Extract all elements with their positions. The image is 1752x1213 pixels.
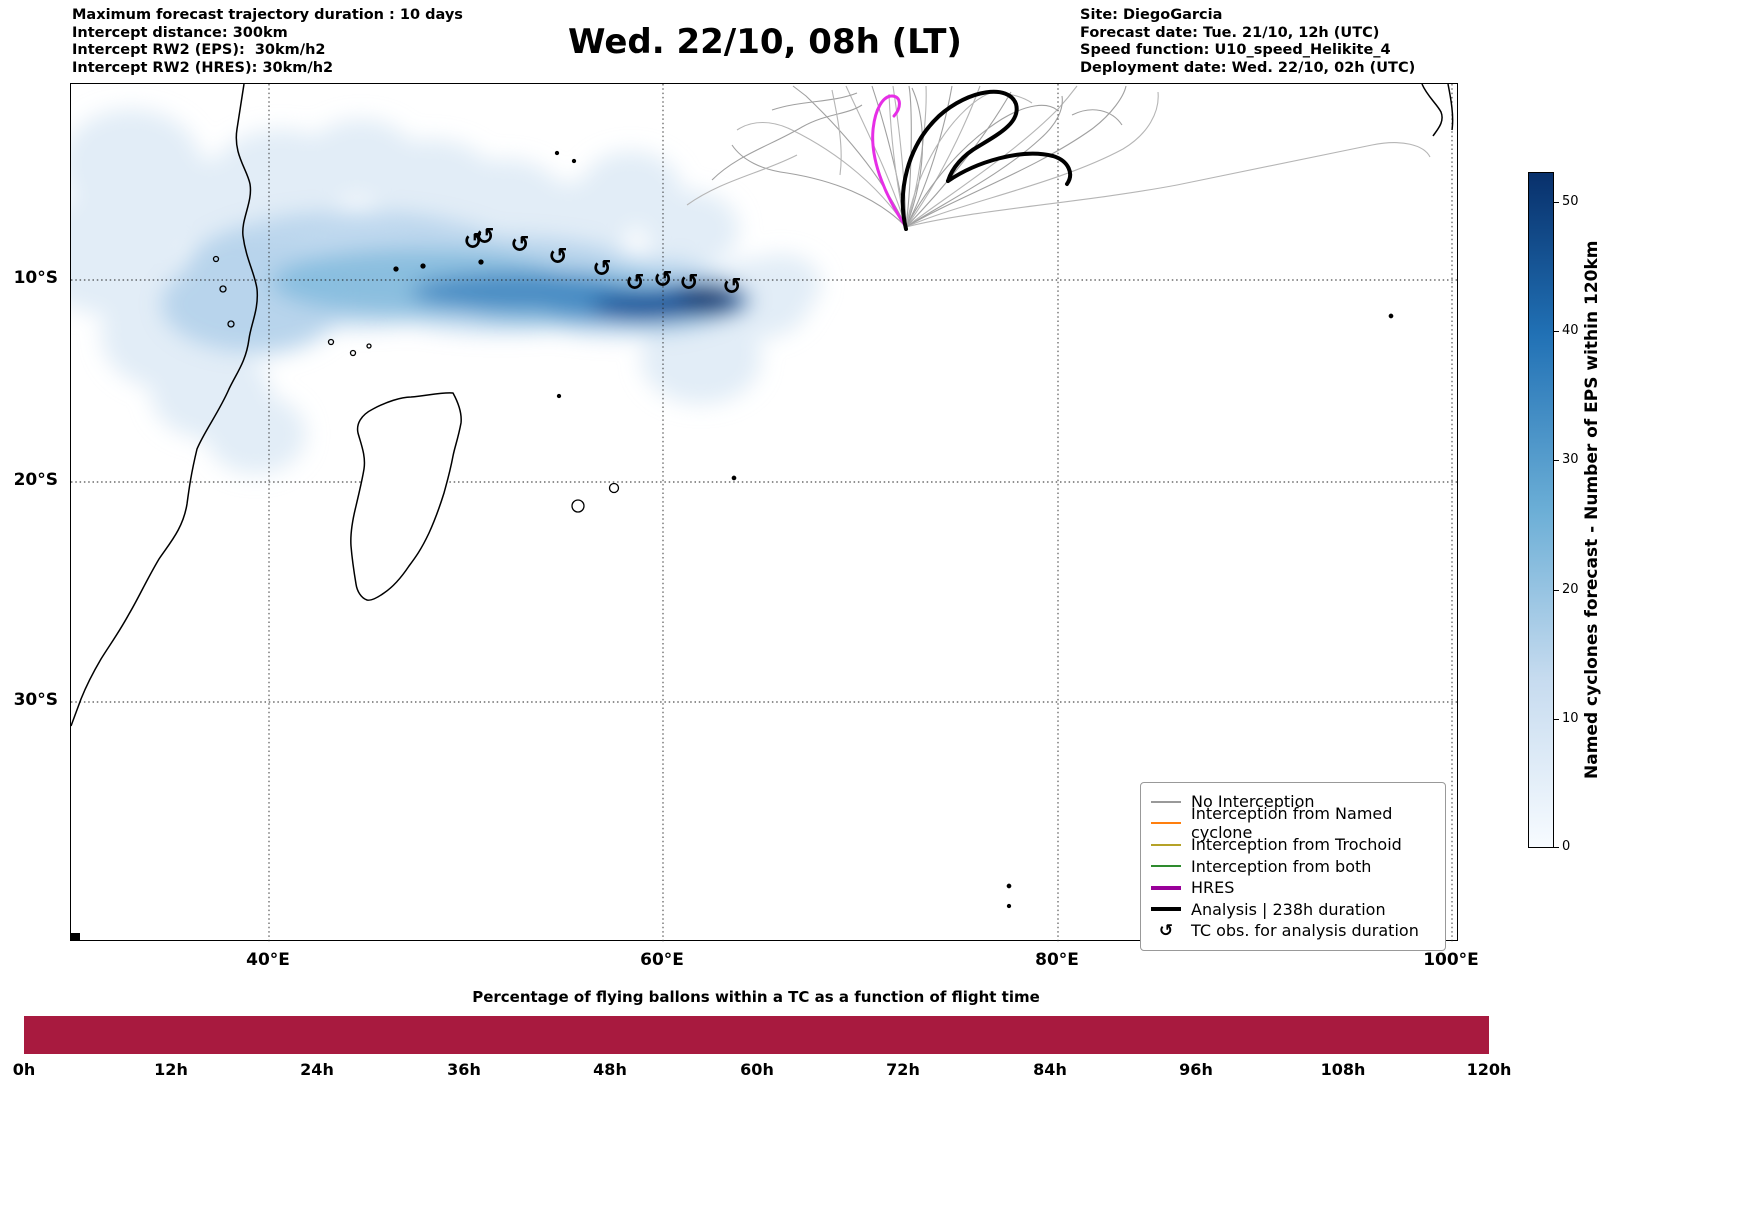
colorbar-tick — [1554, 590, 1559, 591]
gridlines — [71, 84, 1459, 942]
trochoid-line-swatch — [1151, 843, 1181, 846]
colorbar — [1528, 172, 1554, 848]
plot-title: Wed. 22/10, 08h (LT) — [568, 22, 962, 62]
info-forecast-date: Forecast date: Tue. 21/10, 12h (UTC) — [1080, 24, 1380, 41]
tc-obs-icon: ↺ — [679, 270, 698, 296]
info-speed-function: Speed function: U10_speed_Helikite_4 — [1080, 42, 1391, 58]
coastlines — [71, 84, 1454, 727]
no-interception-line-swatch — [1151, 800, 1181, 803]
tc-obs-icon: ↺ — [592, 256, 611, 282]
legend-item: ↺ TC obs. for analysis duration — [1151, 920, 1435, 942]
hres-line-swatch — [1151, 885, 1181, 890]
colorbar-tick — [1554, 331, 1559, 332]
colorbar-tick — [1554, 719, 1559, 720]
time-tick: 48h — [593, 1060, 627, 1079]
site-info: Site: DiegoGarcia Forecast date: Tue. 21… — [1080, 7, 1415, 77]
time-tick: 120h — [1466, 1060, 1512, 1079]
tc-obs-icon: ↺ — [475, 224, 494, 250]
legend-label: Interception from Trochoid — [1191, 835, 1402, 855]
tc-obs-icon: ↺ — [510, 232, 529, 258]
heatmap-layer — [71, 109, 821, 474]
colorbar-tick — [1554, 847, 1559, 848]
analysis-line-swatch — [1151, 907, 1181, 912]
colorbar-tick — [1554, 460, 1559, 461]
tc-obs-icon: ↺ — [548, 244, 567, 270]
param-rw2-eps: Intercept RW2 (EPS): 30km/h2 — [72, 42, 326, 58]
tc-obs-icon: ↺ — [625, 270, 644, 296]
time-tick: 108h — [1320, 1060, 1366, 1079]
legend: No Interception Interception from Named … — [1140, 782, 1446, 951]
named-cyclone-line-swatch — [1151, 822, 1181, 825]
time-tick: 36h — [447, 1060, 481, 1079]
legend-item: HRES — [1151, 877, 1435, 899]
legend-item: No Interception — [1151, 791, 1435, 813]
run-parameters: Maximum forecast trajectory duration : 1… — [72, 7, 463, 77]
tc-obs-icon: ↺ — [653, 267, 672, 293]
legend-item: Interception from both — [1151, 856, 1435, 878]
time-tick: 60h — [740, 1060, 774, 1079]
param-max-duration: Maximum forecast trajectory duration : 1… — [72, 7, 463, 23]
colorbar-tick-label: 0 — [1562, 839, 1571, 854]
analysis-track — [900, 89, 1073, 231]
colorbar-tick — [1554, 202, 1559, 203]
lat-tick: 20°S — [13, 470, 58, 490]
legend-item: Analysis | 238h duration — [1151, 899, 1435, 921]
legend-label: HRES — [1191, 878, 1235, 898]
lon-tick: 40°E — [246, 950, 290, 970]
time-tick: 24h — [300, 1060, 334, 1079]
info-deployment-date: Deployment date: Wed. 22/10, 02h (UTC) — [1080, 59, 1416, 76]
legend-label: No Interception — [1191, 792, 1315, 812]
colorbar-tick-label: 50 — [1562, 194, 1579, 209]
balloon-bar — [24, 1016, 1489, 1054]
lon-tick: 80°E — [1035, 950, 1079, 970]
legend-item: Interception from Named cyclone — [1151, 804, 1435, 842]
colorbar-tick-label: 30 — [1562, 452, 1579, 467]
time-tick: 84h — [1033, 1060, 1067, 1079]
time-tick: 0h — [12, 1060, 36, 1079]
islands — [71, 150, 1394, 941]
colorbar-tick-label: 10 — [1562, 711, 1579, 726]
colorbar-tick-label: 40 — [1562, 323, 1579, 338]
lon-tick: 60°E — [640, 950, 684, 970]
tc-obs-icon: ↺ — [722, 274, 741, 300]
time-tick: 96h — [1179, 1060, 1213, 1079]
colorbar-label: Named cyclones forecast - Number of EPS … — [1582, 240, 1602, 780]
legend-item: Interception from Trochoid — [1151, 834, 1435, 856]
both-line-swatch — [1151, 865, 1181, 868]
time-tick: 72h — [886, 1060, 920, 1079]
map-plot: ↺ ↺ ↺ ↺ ↺ ↺ ↺ ↺ ↺ — [70, 83, 1459, 942]
tc-obs-icon: ↺ — [463, 229, 482, 255]
lat-tick: 10°S — [13, 268, 58, 288]
time-tick: 12h — [154, 1060, 188, 1079]
colorbar-tick-label: 20 — [1562, 582, 1579, 597]
param-rw2-hres: Intercept RW2 (HRES): 30km/h2 — [72, 59, 334, 76]
lon-tick: 100°E — [1423, 950, 1479, 970]
legend-label: Interception from Named cyclone — [1191, 804, 1393, 843]
legend-label: Analysis | 238h duration — [1191, 899, 1386, 919]
hres-track — [871, 94, 908, 229]
tc-obs-icons: ↺ ↺ ↺ ↺ ↺ ↺ ↺ ↺ ↺ — [463, 224, 741, 300]
legend-label: TC obs. for analysis duration — [1191, 921, 1419, 941]
info-site: Site: DiegoGarcia — [1080, 7, 1223, 23]
lat-tick: 30°S — [13, 690, 58, 710]
tc-obs-icon: ↺ — [1158, 920, 1174, 941]
param-intercept-distance: Intercept distance: 300km — [72, 24, 288, 41]
legend-label: Interception from both — [1191, 856, 1372, 876]
map-canvas: ↺ ↺ ↺ ↺ ↺ ↺ ↺ ↺ ↺ — [71, 84, 1459, 942]
balloon-bar-title: Percentage of flying ballons within a TC… — [472, 988, 1040, 1006]
